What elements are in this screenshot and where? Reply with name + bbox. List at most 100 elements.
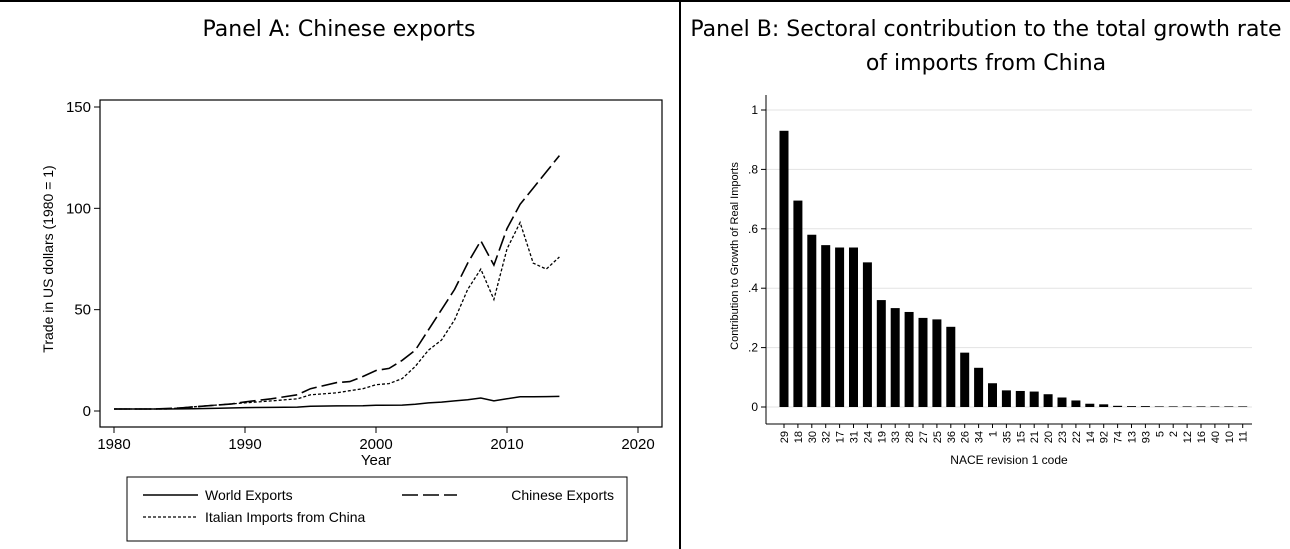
x-tick-label: 21 [1029, 431, 1041, 443]
x-tick-label: 22 [1071, 431, 1083, 443]
bar-34 [974, 367, 984, 407]
y-tick-label: .2 [748, 341, 758, 355]
x-tick-label: 20 [1043, 431, 1055, 443]
y-tick-label: .8 [748, 162, 758, 176]
bar-17 [835, 247, 845, 407]
bar-28 [904, 311, 914, 407]
x-tick-label: 27 [918, 431, 930, 443]
x-tick-label: 93 [1140, 431, 1152, 443]
x-tick-label: 2000 [359, 436, 392, 453]
panel-a-legend: World Exports Chinese Exports Italian Impo… [126, 476, 628, 542]
bar-22 [1071, 400, 1081, 407]
bar-20 [1043, 394, 1053, 407]
bar-24 [862, 262, 872, 407]
panel-a-line-chart: Trade in US dollars (1980 = 1) Year Worl… [40, 99, 663, 542]
series-line-world-exports [114, 395, 560, 410]
x-tick-label: 2010 [490, 436, 523, 453]
bar-29 [779, 130, 789, 408]
panel-b-title: Panel B: Sectoral contribution to the to… [690, 17, 1282, 76]
x-tick-label: 11 [1238, 431, 1250, 442]
y-tick-label: 50 [74, 302, 91, 319]
x-tick-label: 13 [1127, 431, 1139, 443]
x-tick-label: 33 [890, 431, 902, 443]
legend-label: World Exports [205, 487, 293, 503]
top-border [0, 0, 1290, 2]
x-tick-label: 28 [904, 431, 916, 443]
bar-18 [793, 200, 803, 407]
y-tick-label: 150 [66, 99, 91, 116]
x-tick-label: 2 [1168, 431, 1180, 437]
bar-10 [1224, 406, 1234, 407]
bar-30 [807, 234, 817, 407]
x-tick-label: 5 [1154, 431, 1166, 437]
x-tick-label: 35 [1001, 431, 1013, 443]
x-tick-label: 34 [974, 431, 986, 443]
x-tick-label: 12 [1182, 431, 1194, 443]
bar-12 [1182, 406, 1192, 407]
x-tick-label: 16 [1196, 431, 1208, 443]
x-tick-label: 10 [1224, 431, 1236, 443]
bar-11 [1238, 406, 1248, 407]
series-line-italian-imports-from-china [114, 220, 560, 410]
bar-19 [876, 300, 886, 407]
bar-40 [1210, 406, 1220, 407]
bar-13 [1127, 406, 1136, 407]
x-tick-label: 2020 [621, 436, 654, 453]
x-tick-label: 1980 [97, 436, 130, 453]
bar-1 [988, 383, 997, 407]
x-tick-label: 31 [849, 431, 861, 443]
y-tick-label: 1 [751, 103, 758, 117]
x-tick-label: 40 [1210, 431, 1222, 443]
x-tick-label: 1 [988, 431, 1000, 437]
x-tick-label: 74 [1113, 431, 1125, 443]
bar-92 [1099, 404, 1109, 407]
x-tick-label: 24 [862, 431, 874, 443]
bar-93 [1140, 406, 1150, 407]
y-tick-label: 0 [83, 403, 91, 420]
y-tick-label: 100 [66, 200, 91, 217]
bar-36 [946, 326, 956, 407]
y-tick-label: 0 [751, 400, 758, 414]
x-tick-label: 19 [876, 431, 888, 443]
x-tick-label: 14 [1085, 431, 1097, 443]
legend-label: Chinese Exports [511, 487, 614, 503]
y-tick-label: .6 [748, 222, 758, 236]
x-tick-label: 36 [946, 431, 958, 443]
x-tick-label: 23 [1057, 431, 1069, 443]
bar-5 [1154, 406, 1164, 407]
bar-23 [1057, 397, 1067, 407]
bar-2 [1168, 406, 1178, 407]
x-tick-label: 26 [960, 431, 972, 443]
bar-35 [1001, 390, 1011, 407]
bar-25 [932, 319, 942, 407]
bar-15 [1015, 390, 1025, 407]
bar-32 [821, 245, 831, 407]
x-tick-label: 17 [835, 431, 847, 443]
bar-33 [890, 308, 900, 407]
x-tick-label: 92 [1099, 431, 1111, 443]
x-tick-label: 30 [807, 431, 819, 443]
bar-74 [1113, 405, 1123, 407]
bar-14 [1085, 403, 1095, 407]
bar-21 [1029, 391, 1039, 407]
x-tick-label: 1990 [228, 436, 261, 453]
x-tick-label: 25 [932, 431, 944, 443]
x-tick-label: 15 [1015, 431, 1027, 443]
bar-16 [1196, 406, 1206, 407]
panel-divider [679, 0, 681, 549]
bar-27 [918, 317, 928, 407]
plot-area [766, 95, 1252, 424]
x-tick-label: 18 [793, 431, 805, 443]
x-tick-label: 32 [821, 431, 833, 443]
panel-a-x-axis-label: Year [361, 452, 391, 469]
bar-31 [849, 247, 858, 407]
panel-b-y-axis-label: Contribution to Growth of Real Imports [729, 162, 741, 350]
legend-label: Italian Imports from China [205, 509, 365, 525]
bar-26 [960, 352, 970, 407]
x-tick-label: 29 [779, 431, 791, 443]
plot-area-frame [99, 99, 663, 428]
panel-a-y-axis-label: Trade in US dollars (1980 = 1) [40, 165, 56, 352]
panel-a-title: Panel A: Chinese exports [202, 17, 476, 42]
panel-b-x-axis-label: NACE revision 1 code [950, 453, 1068, 467]
